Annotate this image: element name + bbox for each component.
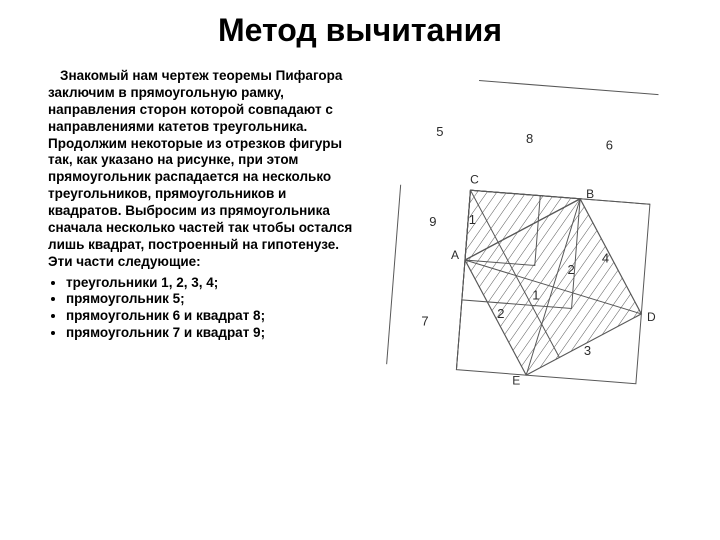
svg-text:D: D [647, 310, 656, 324]
slide-title: Метод вычитания [0, 12, 720, 49]
list-item: треугольники 1, 2, 3, 4; [66, 275, 358, 292]
list-item: прямоугольник 5; [66, 291, 358, 308]
svg-text:5: 5 [436, 124, 443, 139]
svg-text:1: 1 [532, 288, 539, 303]
svg-text:9: 9 [429, 214, 436, 229]
pythagoras-diagram: A B C D E 1 1 2 2 3 4 5 8 9 6 7 [370, 80, 710, 400]
svg-text:7: 7 [421, 314, 428, 329]
svg-text:E: E [512, 373, 520, 387]
svg-text:8: 8 [526, 131, 533, 146]
svg-text:3: 3 [584, 343, 591, 358]
svg-text:A: A [451, 248, 459, 262]
bullet-list: треугольники 1, 2, 3, 4; прямоугольник 5… [48, 275, 358, 343]
svg-text:4: 4 [602, 251, 609, 266]
list-item: прямоугольник 6 и квадрат 8; [66, 308, 358, 325]
svg-text:B: B [586, 187, 594, 201]
slide: Метод вычитания Знакомый нам чертеж теор… [0, 0, 720, 540]
list-item: прямоугольник 7 и квадрат 9; [66, 325, 358, 342]
svg-text:6: 6 [606, 137, 613, 152]
svg-text:2: 2 [497, 306, 504, 321]
svg-text:C: C [470, 172, 479, 186]
main-paragraph: Знакомый нам чертеж теоремы Пифагора зак… [48, 68, 358, 271]
svg-text:1: 1 [469, 212, 476, 227]
body-text: Знакомый нам чертеж теоремы Пифагора зак… [48, 68, 358, 342]
diagram-svg: A B C D E 1 1 2 2 3 4 5 8 9 6 7 [370, 80, 710, 400]
svg-text:2: 2 [567, 262, 574, 277]
